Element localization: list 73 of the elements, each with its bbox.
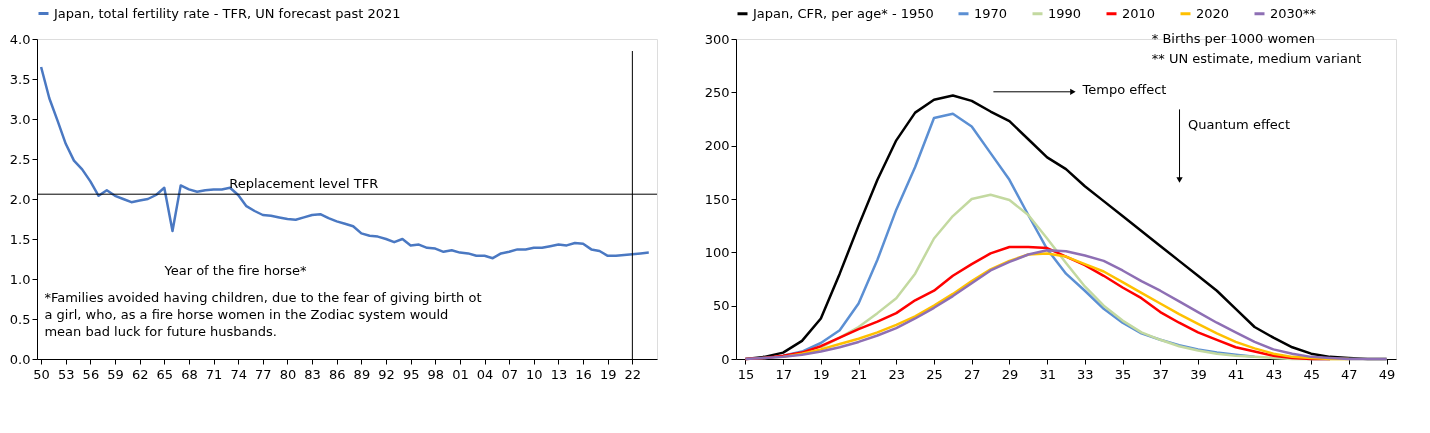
x-tick-label: 19 [599, 366, 617, 382]
x-tick-label: 83 [304, 366, 321, 382]
legend-label: Japan, total fertility rate - TFR, UN forecast past 2021 [53, 5, 401, 21]
x-tick-label: 65 [156, 366, 174, 382]
x-tick-label: 50 [33, 366, 50, 382]
legend-label: 1970 [974, 5, 1008, 21]
x-tick-label: 21 [850, 366, 868, 382]
x-tick-label: 92 [378, 366, 395, 382]
x-tick-label: 22 [624, 366, 642, 382]
x-tick-label: 13 [550, 366, 568, 382]
x-tick-label: 98 [427, 366, 445, 382]
x-tick-label: 80 [279, 366, 297, 382]
ref-line-label: Replacement level TFR [229, 176, 379, 192]
x-tick-label: 56 [82, 366, 100, 382]
annotation: Quantum effect [1188, 117, 1291, 132]
x-tick-label: 10 [526, 366, 543, 382]
x-tick-label: 16 [575, 366, 592, 382]
x-tick-label: 29 [1001, 366, 1019, 382]
legend-label: 1990 [1048, 5, 1082, 21]
x-tick-label: 89 [353, 366, 371, 382]
y-tick-label: 50 [712, 298, 730, 314]
x-tick-label: 31 [1039, 366, 1056, 382]
x-tick-label: 19 [813, 366, 830, 382]
annotation: Year of the fire horse* [163, 263, 307, 278]
annotation: *Families avoided having children, due to the fear of giving birth ot a girl, who, as a fire horse women in the Zodiac system would mean bad luck for future husbands. [44, 289, 482, 339]
y-tick-label: 3.0 [9, 111, 31, 127]
y-tick-label: 4.0 [9, 31, 31, 47]
legend-label: 2010 [1122, 5, 1156, 21]
y-tick-label: 1.5 [9, 231, 31, 247]
legend-label: 2030** [1270, 5, 1317, 21]
y-tick-label: 200 [704, 138, 730, 154]
x-tick-label: 71 [205, 366, 223, 382]
x-tick-label: 17 [775, 366, 792, 382]
x-tick-label: 43 [1265, 366, 1283, 382]
x-tick-label: 01 [452, 366, 469, 382]
x-tick-label: 86 [328, 366, 346, 382]
x-tick-label: 37 [1152, 366, 1170, 382]
annotation: ** UN estimate, medium variant [1151, 51, 1362, 67]
x-tick-label: 49 [1378, 366, 1396, 382]
x-tick-label: 41 [1227, 366, 1245, 382]
legend-label: Japan, CFR, per age* - 1950 [752, 5, 934, 21]
x-tick-label: 59 [107, 366, 124, 382]
y-tick-label: 250 [704, 84, 730, 100]
x-tick-label: 04 [476, 366, 494, 382]
x-tick-label: 53 [57, 366, 75, 382]
y-tick-label: 100 [704, 244, 730, 260]
x-tick-label: 25 [926, 366, 943, 382]
y-tick-label: 0.0 [9, 351, 31, 367]
x-tick-label: 47 [1341, 366, 1358, 382]
y-tick-label: 300 [704, 31, 730, 47]
y-tick-label: 2.5 [9, 151, 31, 167]
x-tick-label: 62 [131, 366, 149, 382]
x-tick-label: 77 [255, 366, 272, 382]
y-tick-label: 0 [721, 351, 730, 367]
x-tick-label: 27 [963, 366, 981, 382]
x-tick-label: 68 [181, 366, 198, 382]
x-tick-label: 07 [501, 366, 518, 382]
x-tick-label: 95 [402, 366, 420, 382]
annotation: Tempo effect [1081, 81, 1167, 97]
x-tick-label: 39 [1190, 366, 1207, 382]
x-tick-label: 74 [230, 366, 247, 382]
y-tick-label: 0.5 [9, 311, 31, 327]
y-tick-label: 150 [704, 191, 730, 207]
x-tick-label: 23 [888, 366, 906, 382]
y-tick-label: 3.5 [9, 71, 31, 87]
y-tick-label: 2.0 [9, 191, 31, 207]
annotation: * Births per 1000 women [1151, 30, 1315, 46]
y-tick-label: 1.0 [9, 271, 31, 287]
x-tick-label: 33 [1077, 366, 1094, 382]
legend-label: 2020 [1196, 5, 1230, 21]
x-tick-label: 15 [737, 366, 755, 382]
x-tick-label: 45 [1303, 366, 1320, 382]
x-tick-label: 35 [1114, 366, 1132, 382]
